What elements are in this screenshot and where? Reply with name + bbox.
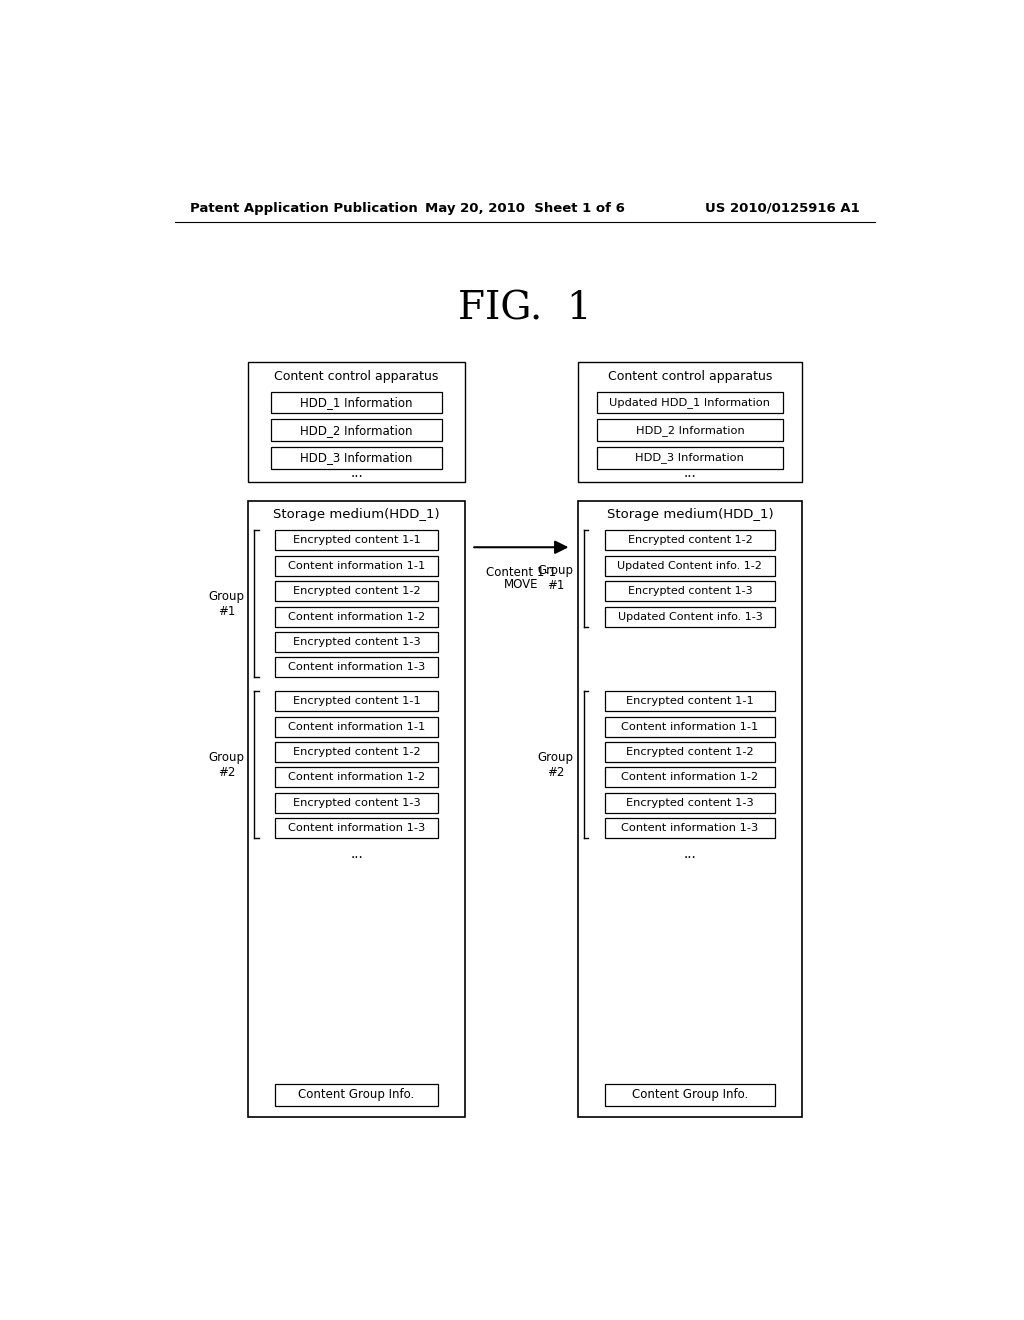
Text: Encrypted content 1-3: Encrypted content 1-3 bbox=[628, 586, 753, 597]
Bar bbox=[275, 581, 438, 601]
Bar bbox=[597, 420, 783, 441]
Text: Encrypted content 1-1: Encrypted content 1-1 bbox=[293, 536, 421, 545]
Text: Encrypted content 1-2: Encrypted content 1-2 bbox=[628, 536, 753, 545]
Text: Encrypted content 1-3: Encrypted content 1-3 bbox=[626, 797, 754, 808]
Bar bbox=[275, 692, 438, 711]
Text: Encrypted content 1-2: Encrypted content 1-2 bbox=[626, 747, 754, 758]
Text: Updated Content info. 1-2: Updated Content info. 1-2 bbox=[617, 561, 762, 570]
Text: Patent Application Publication: Patent Application Publication bbox=[190, 202, 418, 215]
Text: Content information 1-2: Content information 1-2 bbox=[622, 772, 759, 783]
Text: Content Group Info.: Content Group Info. bbox=[632, 1088, 748, 1101]
Text: Storage medium(HDD_1): Storage medium(HDD_1) bbox=[606, 508, 773, 521]
Bar bbox=[275, 818, 438, 838]
Bar bbox=[248, 502, 465, 1117]
Text: Group
#1: Group #1 bbox=[538, 565, 573, 593]
Bar bbox=[275, 767, 438, 788]
Bar bbox=[604, 742, 775, 762]
Text: Updated HDD_1 Information: Updated HDD_1 Information bbox=[609, 397, 770, 408]
Text: Encrypted content 1-1: Encrypted content 1-1 bbox=[293, 696, 421, 706]
Bar bbox=[604, 818, 775, 838]
Bar bbox=[275, 742, 438, 762]
Bar bbox=[275, 1084, 438, 1105]
Text: Group
#2: Group #2 bbox=[209, 751, 245, 779]
Text: HDD_3 Information: HDD_3 Information bbox=[636, 453, 744, 463]
Bar bbox=[275, 607, 438, 627]
Bar bbox=[604, 556, 775, 576]
Text: Content Group Info.: Content Group Info. bbox=[299, 1088, 415, 1101]
Text: Encrypted content 1-3: Encrypted content 1-3 bbox=[293, 638, 421, 647]
Bar bbox=[604, 793, 775, 813]
Text: FIG.  1: FIG. 1 bbox=[458, 290, 592, 327]
Text: US 2010/0125916 A1: US 2010/0125916 A1 bbox=[705, 202, 859, 215]
Bar bbox=[604, 1084, 775, 1105]
Text: Encrypted content 1-3: Encrypted content 1-3 bbox=[293, 797, 421, 808]
Text: Content 1-1: Content 1-1 bbox=[486, 566, 556, 579]
Text: ...: ... bbox=[350, 846, 362, 861]
Text: ...: ... bbox=[683, 466, 696, 479]
Text: Content information 1-2: Content information 1-2 bbox=[288, 772, 425, 783]
Text: HDD_2 Information: HDD_2 Information bbox=[300, 424, 413, 437]
Bar bbox=[578, 363, 802, 482]
Bar bbox=[597, 392, 783, 413]
Text: Updated Content info. 1-3: Updated Content info. 1-3 bbox=[617, 611, 762, 622]
Text: ...: ... bbox=[683, 846, 696, 861]
Text: Content information 1-3: Content information 1-3 bbox=[622, 824, 759, 833]
Text: Content control apparatus: Content control apparatus bbox=[607, 370, 772, 383]
Bar bbox=[604, 692, 775, 711]
Text: Storage medium(HDD_1): Storage medium(HDD_1) bbox=[273, 508, 440, 521]
Text: HDD_3 Information: HDD_3 Information bbox=[300, 451, 413, 465]
Text: ...: ... bbox=[350, 466, 362, 479]
Text: Group
#1: Group #1 bbox=[209, 590, 245, 618]
Bar bbox=[275, 632, 438, 652]
Text: Encrypted content 1-1: Encrypted content 1-1 bbox=[626, 696, 754, 706]
Bar bbox=[604, 607, 775, 627]
Text: MOVE: MOVE bbox=[504, 578, 539, 591]
Text: Content information 1-1: Content information 1-1 bbox=[622, 722, 759, 731]
Bar bbox=[275, 556, 438, 576]
Bar bbox=[604, 767, 775, 788]
Bar bbox=[604, 581, 775, 601]
Bar bbox=[275, 531, 438, 550]
Text: HDD_2 Information: HDD_2 Information bbox=[636, 425, 744, 436]
Text: Group
#2: Group #2 bbox=[538, 751, 573, 779]
Bar bbox=[271, 392, 442, 413]
Bar bbox=[578, 502, 802, 1117]
Text: Encrypted content 1-2: Encrypted content 1-2 bbox=[293, 747, 421, 758]
Bar bbox=[275, 793, 438, 813]
Bar bbox=[271, 447, 442, 469]
Text: Encrypted content 1-2: Encrypted content 1-2 bbox=[293, 586, 421, 597]
Bar bbox=[248, 363, 465, 482]
Bar bbox=[597, 447, 783, 469]
Text: Content information 1-1: Content information 1-1 bbox=[288, 722, 425, 731]
Text: Content information 1-1: Content information 1-1 bbox=[288, 561, 425, 570]
Bar bbox=[275, 657, 438, 677]
Bar bbox=[604, 531, 775, 550]
Bar bbox=[271, 420, 442, 441]
Text: May 20, 2010  Sheet 1 of 6: May 20, 2010 Sheet 1 of 6 bbox=[425, 202, 625, 215]
Text: Content information 1-2: Content information 1-2 bbox=[288, 611, 425, 622]
Bar bbox=[604, 717, 775, 737]
Text: Content information 1-3: Content information 1-3 bbox=[288, 824, 425, 833]
Text: HDD_1 Information: HDD_1 Information bbox=[300, 396, 413, 409]
Text: Content information 1-3: Content information 1-3 bbox=[288, 663, 425, 672]
Bar bbox=[275, 717, 438, 737]
Text: Content control apparatus: Content control apparatus bbox=[274, 370, 439, 383]
